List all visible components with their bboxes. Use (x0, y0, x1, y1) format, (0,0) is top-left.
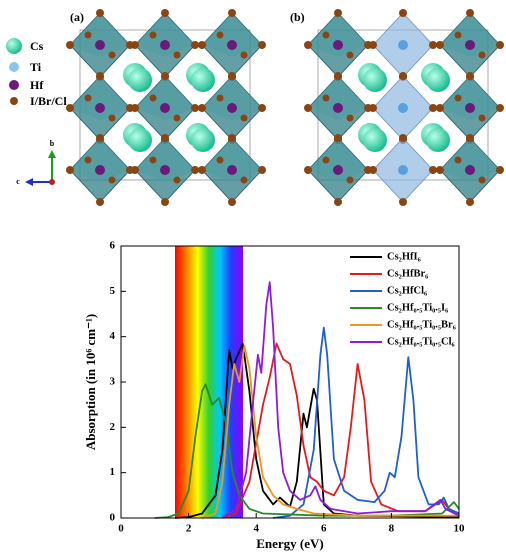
panel-label: (a) (70, 10, 84, 24)
series-line (221, 281, 460, 519)
octahedron (65, 133, 135, 207)
legend-label: Cs₂HfI₆ (387, 251, 421, 262)
structure-a (65, 8, 267, 207)
axis-text: c (16, 177, 20, 186)
legend-ti (9, 62, 19, 72)
x-tick-label: 6 (321, 523, 327, 535)
legend-text: Ti (30, 60, 42, 74)
x-tick-label: 2 (186, 523, 192, 535)
panel-label: (b) (290, 10, 305, 24)
legend-text: I/Br/Cl (30, 94, 67, 108)
plot (154, 281, 460, 519)
series-line (175, 342, 460, 519)
cs-atom (123, 63, 152, 92)
x-tick-label: 10 (454, 523, 466, 535)
x-tick-label: 0 (118, 523, 124, 535)
legend-label: Cs₂Hf₀.₅Ti₀.₅Br₆ (387, 319, 456, 330)
y-tick-label: 2 (110, 421, 116, 433)
axis-arrow (25, 178, 33, 186)
y-tick-label: 4 (110, 330, 116, 342)
y-tick-label: 5 (110, 285, 116, 297)
legend-hf (9, 80, 19, 90)
cs-atom (358, 63, 387, 92)
cs-atom (358, 123, 387, 152)
y-tick-label: 6 (110, 240, 116, 252)
cs-atom (186, 123, 215, 152)
axis-arrow (48, 150, 56, 158)
legend-cs (6, 38, 22, 54)
octahedron (303, 133, 373, 207)
y-tick-label: 1 (110, 466, 116, 478)
legend-label: Cs₂HfBr₆ (387, 268, 428, 279)
cs-atom (421, 123, 450, 152)
x-tick-label: 4 (253, 523, 259, 535)
cs-atom (123, 123, 152, 152)
legend-text: Hf (30, 78, 44, 92)
x-axis-label: Energy (eV) (256, 536, 324, 551)
series-line (272, 326, 460, 519)
legend-label: Cs₂HfCl₆ (387, 285, 427, 296)
y-axis-label: Absorption (in 10⁶ cm⁻¹) (83, 314, 98, 450)
y-tick-label: 0 (110, 512, 116, 524)
legend-label: Cs₂Hf₀.₅Ti₀.₅Cl₆ (387, 336, 455, 347)
structure-b (303, 8, 505, 207)
legend-x (10, 97, 18, 105)
y-tick-label: 3 (110, 376, 116, 388)
axis-text: b (50, 139, 55, 148)
octahedron (435, 8, 505, 82)
cs-atom (421, 63, 450, 92)
axis-origin (49, 179, 55, 185)
x-tick-label: 8 (389, 523, 395, 535)
cs-atom (186, 63, 215, 92)
legend-label: Cs₂Hf₀.₅Ti₀.₅I₆ (387, 302, 448, 313)
legend-text: Cs (30, 39, 44, 53)
